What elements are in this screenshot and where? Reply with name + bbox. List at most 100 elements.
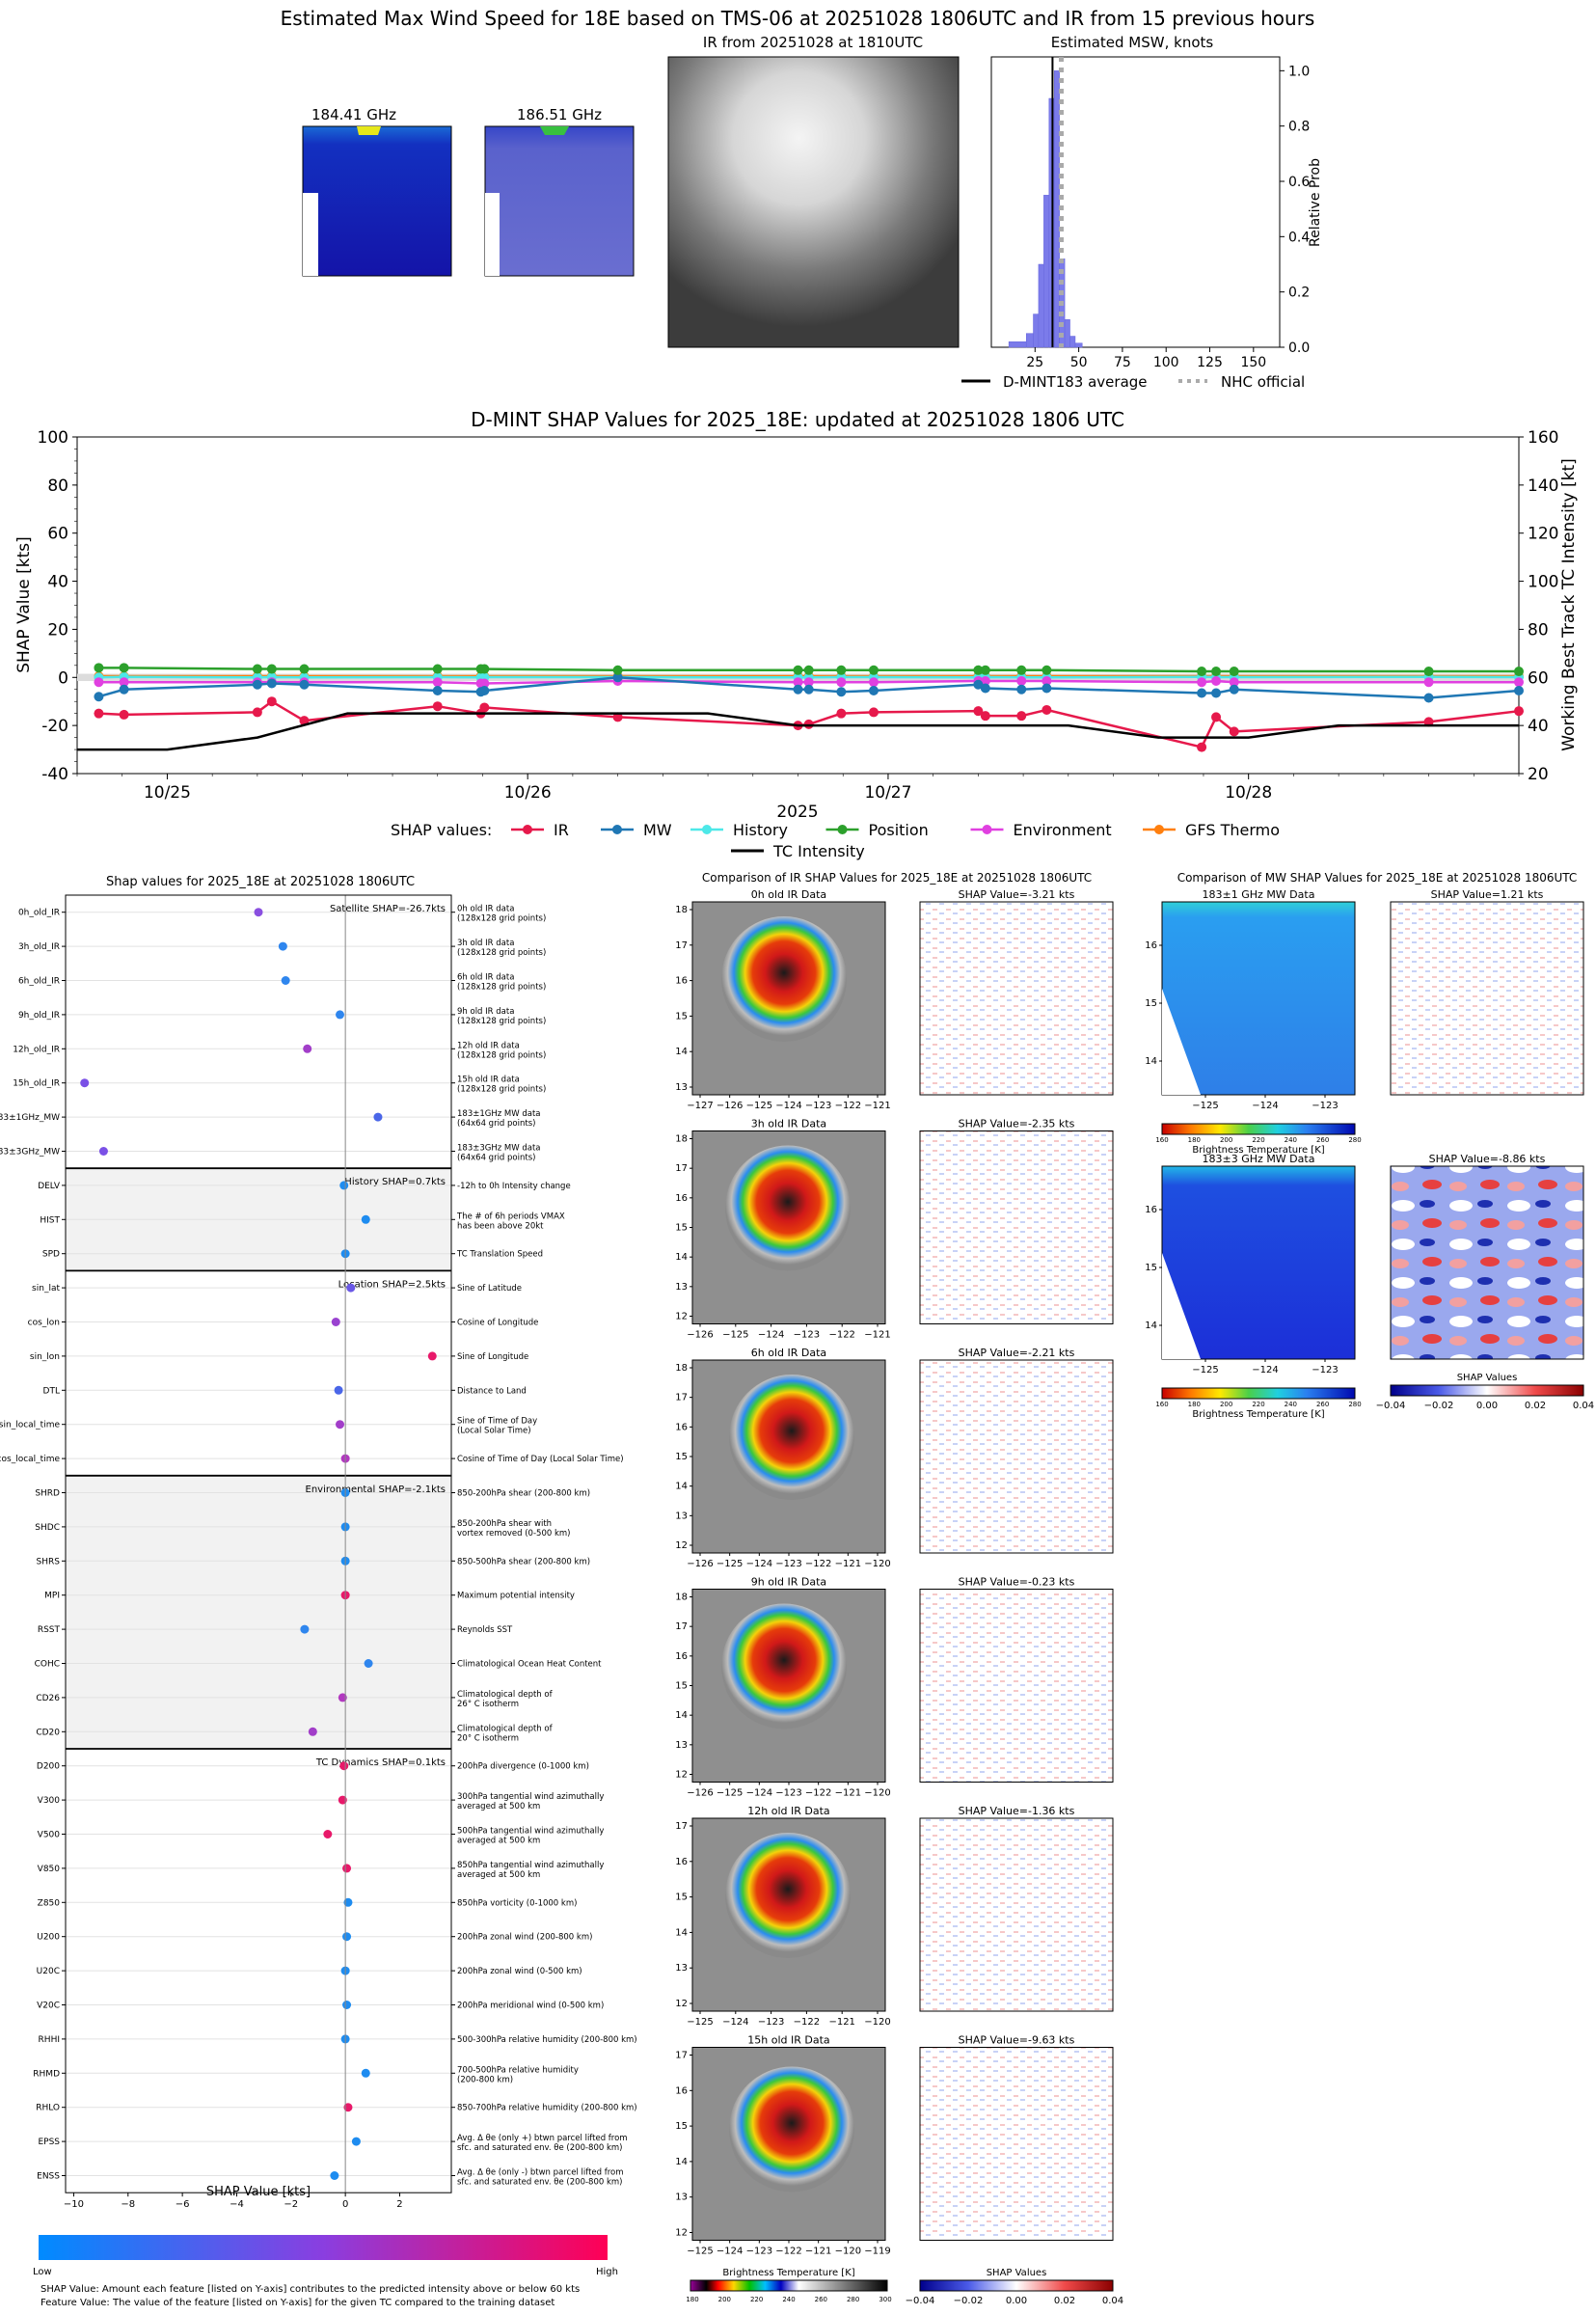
sp-feature-name: 15h_old_IR [13, 1079, 60, 1089]
sp-feature-desc: TC Translation Speed [456, 1250, 543, 1260]
ts-ytick-left-label: 20 [47, 620, 68, 640]
sp-group-label: Environmental SHAP=-2.1kts [306, 1484, 446, 1495]
ts-series-point [1514, 667, 1524, 676]
sp-feature-desc: 6h old IR data [457, 973, 514, 983]
sp-group-shade [66, 1476, 451, 1749]
mwc-lat-label: 15 [1145, 1263, 1157, 1273]
hist-ytick-label: 0.6 [1288, 175, 1310, 190]
irc-shap-cbar-tick: −0.02 [954, 2296, 984, 2306]
mwc-cbar [1162, 1388, 1355, 1399]
ts-series-point [1514, 686, 1524, 695]
mwc-lon-label: −125 [1192, 1365, 1218, 1375]
mw1-swath-edge [303, 193, 318, 276]
sp-feature-desc: (200-800 km) [457, 2075, 513, 2084]
ts-legend-label: Environment [1014, 821, 1112, 839]
irc-data-title: 3h old IR Data [751, 1118, 826, 1130]
mwc-lat-label: 14 [1145, 1056, 1157, 1067]
irc-storm-image [725, 1146, 851, 1271]
ts-legend-marker [523, 825, 532, 834]
ts-series-point [1041, 705, 1051, 715]
sp-feature-desc: (128x128 grid points) [457, 914, 546, 924]
sp-feature-desc: Distance to Land [457, 1386, 527, 1396]
ts-legend-marker [612, 825, 622, 834]
ts-legend-label: GFS Thermo [1185, 821, 1280, 839]
sp-xlabel: SHAP Value [kts] [206, 2185, 311, 2199]
irc-lon-label: −126 [687, 1559, 713, 1569]
ts-series-point [1514, 677, 1524, 687]
ts-ylabel-left: SHAP Value [kts] [14, 536, 34, 673]
irc-cbar [690, 2280, 887, 2291]
ts-series-point [267, 665, 277, 674]
mwc-data-title: 183±1 GHz MW Data [1203, 888, 1315, 901]
sp-feature-desc: 20° C isotherm [457, 1733, 519, 1743]
ts-legend-tc-label: TC Intensity [772, 842, 865, 860]
irc-lat-label: 16 [675, 1193, 688, 1204]
hist-bar [1054, 70, 1059, 347]
ts-series-point [433, 686, 443, 695]
sp-feature-name: V850 [38, 1865, 61, 1874]
mwc-data-title: 183±3 GHz MW Data [1203, 1153, 1315, 1165]
irc-storm-image [721, 1604, 847, 1729]
sp-feature-name: MPI [44, 1592, 60, 1601]
mwc-shap-cbar-tick: −0.04 [1376, 1401, 1406, 1411]
sp-feature-desc: 12h old IR data [457, 1041, 520, 1050]
sp-shap-point [365, 1659, 373, 1668]
mwc-lon-label: −123 [1312, 1365, 1338, 1375]
sp-shap-point [352, 2138, 361, 2146]
ts-series-point [479, 665, 489, 674]
irc-data-title: 12h old IR Data [747, 1805, 829, 1817]
sp-shap-point [330, 2171, 338, 2180]
mwc-data-map [1162, 902, 1355, 1095]
irc-data-title: 15h old IR Data [747, 2034, 829, 2047]
hist-bar [1065, 319, 1069, 347]
irc-lon-label: −124 [722, 2017, 748, 2028]
hist-xtick-label: 100 [1153, 355, 1179, 370]
ts-ylabel-right: Working Best Track TC Intensity [kt] [1559, 458, 1579, 751]
ts-series-point [253, 680, 262, 690]
sp-feature-desc: has been above 20kt [457, 1221, 544, 1231]
feature-cbar-high: High [596, 2267, 618, 2277]
irc-lat-label: 12 [675, 1770, 688, 1781]
irc-cbar-tick: 300 [879, 2296, 891, 2303]
ts-series-point [1041, 684, 1051, 694]
irc-lat-label: 17 [675, 1393, 688, 1403]
sp-feature-desc: (Local Solar Time) [457, 1427, 531, 1436]
top-title: Estimated Max Wind Speed for 18E based o… [281, 7, 1315, 30]
sp-feature-desc: Reynolds SST [457, 1625, 513, 1635]
irc-lon-label: −122 [775, 2247, 801, 2257]
sp-feature-name: 9h_old_IR [18, 1011, 60, 1021]
irc-lon-label: −122 [794, 2017, 820, 2028]
ts-series-point [869, 686, 879, 695]
ts-series-point [267, 679, 277, 689]
mwc-cbar-tick: 180 [1188, 1401, 1201, 1408]
sp-feature-name: RSST [38, 1625, 61, 1635]
ir-image [668, 57, 959, 347]
ts-series-point [1197, 743, 1206, 752]
irc-cbar-tick: 180 [686, 2296, 698, 2303]
irc-lon-label: −125 [717, 1788, 743, 1799]
irc-lon-label: −124 [775, 1101, 801, 1111]
hist-plot-area [991, 57, 1280, 347]
irc-lat-label: 15 [675, 1681, 688, 1692]
sp-feature-desc: sfc. and saturated env. θe (200-800 km) [457, 2178, 623, 2188]
irc-shap-title: SHAP Value=-3.21 kts [959, 888, 1075, 901]
sp-note-2: Feature Value: The value of the feature … [41, 2298, 555, 2308]
sp-xtick-label: 2 [396, 2199, 402, 2210]
sp-feature-name: cos_lon [28, 1319, 60, 1328]
sp-feature-desc: 183±3GHz MW data [457, 1144, 540, 1154]
sp-feature-desc: 183±1GHz MW data [457, 1109, 540, 1119]
irc-title: Comparison of IR SHAP Values for 2025_18… [702, 871, 1092, 885]
sp-feature-desc: 200hPa zonal wind (0-500 km) [457, 1967, 582, 1976]
ts-legend-label: IR [554, 821, 569, 839]
mwc-cbar-tick: 180 [1188, 1136, 1201, 1144]
mw2-image [485, 126, 634, 276]
ts-legend-marker [702, 825, 712, 834]
ts-series-point [981, 684, 990, 694]
sp-feature-desc: Sine of Time of Day [457, 1417, 537, 1427]
sp-feature-desc: 200hPa meridional wind (0-500 km) [457, 2002, 604, 2011]
irc-cbar-tick: 260 [815, 2296, 827, 2303]
ts-legend-prefix: SHAP values: [391, 821, 492, 839]
irc-lat-label: 12 [675, 2228, 688, 2239]
sp-feature-name: V300 [38, 1796, 61, 1806]
